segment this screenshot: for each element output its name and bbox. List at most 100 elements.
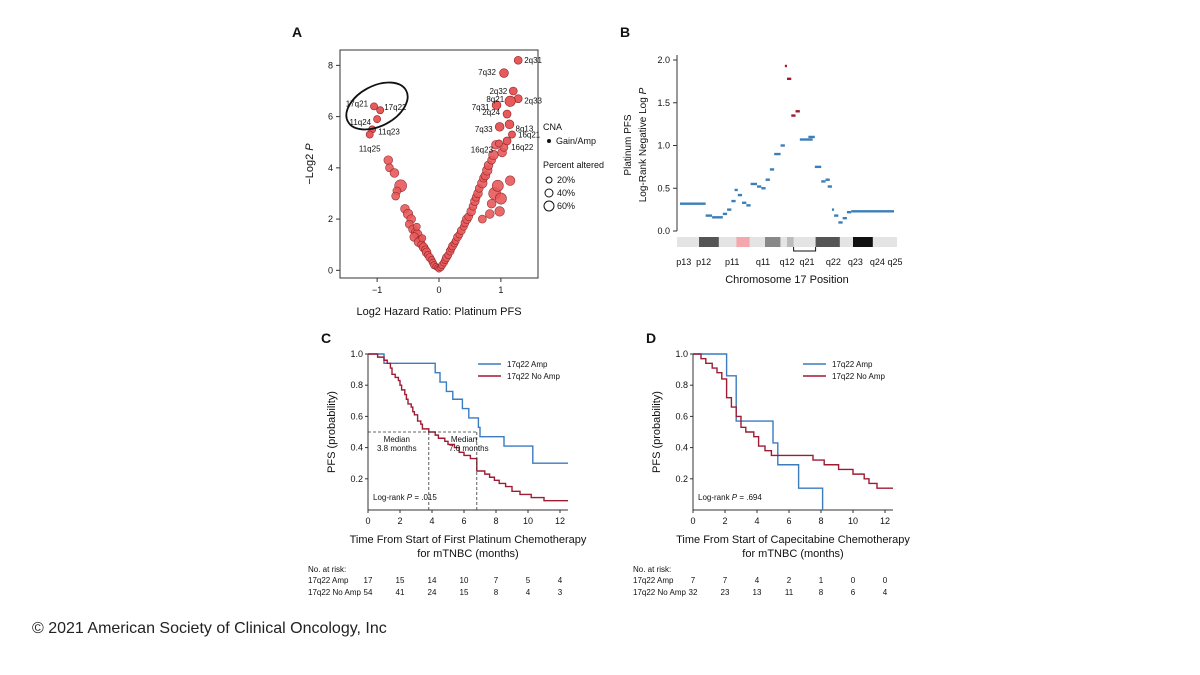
y-tick-label: 1.0 — [350, 349, 363, 359]
x-axis-label: Chromosome 17 Position — [725, 274, 849, 286]
y-axis-label-line1: Platinum PFS — [623, 114, 634, 175]
legend-title-cna: CNA — [543, 122, 562, 132]
legend-size-marker — [543, 200, 555, 212]
ideogram-band — [736, 237, 750, 247]
legend-gain-marker — [547, 139, 551, 143]
data-point — [478, 214, 487, 224]
labeled-data-point — [495, 139, 503, 148]
risk-table-value: 32 — [689, 588, 698, 597]
median-annotation-2: Median — [451, 435, 477, 444]
x-tick-label: 8 — [818, 516, 823, 526]
labeled-data-point — [370, 102, 378, 111]
point-label: 11q24 — [349, 118, 371, 127]
band-label: q22 — [826, 257, 841, 267]
log-rank-p-value: Log-rank P = .015 — [373, 493, 437, 502]
labeled-data-point — [491, 100, 502, 110]
x-axis-label-line2: for mTNBC (months) — [417, 548, 518, 560]
y-tick-label: 0.0 — [657, 226, 670, 236]
km-curve-amp — [693, 353, 824, 510]
risk-table-value: 13 — [753, 588, 762, 597]
labeled-data-point — [499, 68, 509, 78]
point-label: 2q33 — [524, 97, 542, 106]
band-label: q25 — [887, 257, 902, 267]
risk-table-value: 8 — [819, 588, 824, 597]
legend-size-label: 40% — [557, 188, 575, 198]
x-tick-label: 10 — [848, 516, 858, 526]
risk-table-value: 7 — [494, 576, 499, 585]
median-annotation-1: Median — [384, 435, 410, 444]
legend-size-marker — [544, 188, 554, 198]
point-label: 8q21 — [486, 95, 504, 104]
labeled-data-point — [504, 95, 516, 107]
x-tick-label: −1 — [372, 285, 382, 295]
labeled-data-point — [494, 122, 505, 132]
point-label: 7q32 — [478, 68, 496, 77]
x-axis-label: Log2 Hazard Ratio: Platinum PFS — [356, 306, 521, 318]
band-label: q21 — [799, 257, 814, 267]
km-curve-amp — [368, 353, 568, 464]
point-label: 2q32 — [489, 87, 507, 96]
panel-label-d: D — [646, 330, 656, 346]
risk-table-value: 4 — [558, 576, 563, 585]
legend-label: 17q22 Amp — [507, 360, 548, 369]
risk-table-value: 2 — [787, 576, 792, 585]
ideogram-band — [699, 237, 719, 247]
risk-table-row-label: 17q22 No Amp — [633, 588, 686, 597]
highlight-ellipse — [345, 81, 409, 131]
band-label: p12 — [696, 257, 711, 267]
labeled-data-point — [502, 136, 512, 146]
risk-table-value: 54 — [364, 588, 373, 597]
x-axis-label-line1: Time From Start of Capecitabine Chemothe… — [676, 534, 910, 546]
legend-label: 17q22 No Amp — [832, 372, 885, 381]
risk-table-value: 14 — [428, 576, 437, 585]
copyright-notice: © 2021 American Society of Clinical Onco… — [32, 620, 387, 637]
labeled-data-point — [508, 130, 516, 139]
x-tick-label: 0 — [365, 516, 370, 526]
y-tick-label: 2.0 — [657, 55, 670, 65]
point-label: 17q22 — [384, 103, 407, 112]
x-axis-label-line2: for mTNBC (months) — [742, 548, 843, 560]
risk-table-value: 0 — [851, 576, 856, 585]
y-tick-label: 0.8 — [350, 380, 363, 390]
point-label: 11q23 — [378, 127, 400, 136]
x-tick-label: 8 — [493, 516, 498, 526]
y-axis-label: PFS (probability) — [651, 391, 663, 473]
x-tick-label: 12 — [555, 516, 565, 526]
data-point — [485, 209, 495, 219]
panel-label-c: C — [321, 330, 331, 346]
point-label: 2q24 — [482, 108, 500, 117]
y-tick-label: 0.2 — [350, 474, 363, 484]
x-tick-label: 0 — [690, 516, 695, 526]
legend-title-size: Percent altered — [543, 160, 604, 170]
data-point — [383, 155, 393, 165]
y-tick-label: 2 — [328, 214, 333, 224]
y-tick-label: 1.0 — [657, 141, 670, 151]
band-label: q11 — [756, 257, 770, 267]
band-label: q24 — [870, 257, 885, 267]
labeled-data-point — [365, 130, 374, 139]
risk-table-value: 1 — [819, 576, 824, 585]
point-label: 2q31 — [524, 56, 542, 65]
ideogram-band — [765, 237, 781, 247]
x-tick-label: 6 — [786, 516, 791, 526]
data-point — [418, 234, 427, 243]
data-point — [491, 179, 504, 192]
y-tick-label: 0.4 — [675, 443, 688, 453]
volcano-plot-frame — [339, 49, 539, 279]
y-tick-label: 0.4 — [350, 443, 363, 453]
legend-size-marker — [545, 176, 553, 184]
band-label: p13 — [676, 257, 691, 267]
labeled-data-point — [373, 115, 382, 124]
data-point — [494, 192, 507, 205]
risk-table-value: 4 — [755, 576, 760, 585]
risk-table-value: 23 — [721, 588, 730, 597]
x-tick-label: 6 — [461, 516, 466, 526]
risk-table-row-label: 17q22 No Amp — [308, 588, 361, 597]
legend-gain-label: Gain/Amp — [556, 136, 596, 146]
labeled-data-point — [502, 109, 512, 119]
labeled-data-point — [376, 106, 385, 115]
risk-table-value: 4 — [526, 588, 531, 597]
risk-table-value: 15 — [460, 588, 469, 597]
risk-table-value: 4 — [883, 588, 888, 597]
x-tick-label: 2 — [397, 516, 402, 526]
